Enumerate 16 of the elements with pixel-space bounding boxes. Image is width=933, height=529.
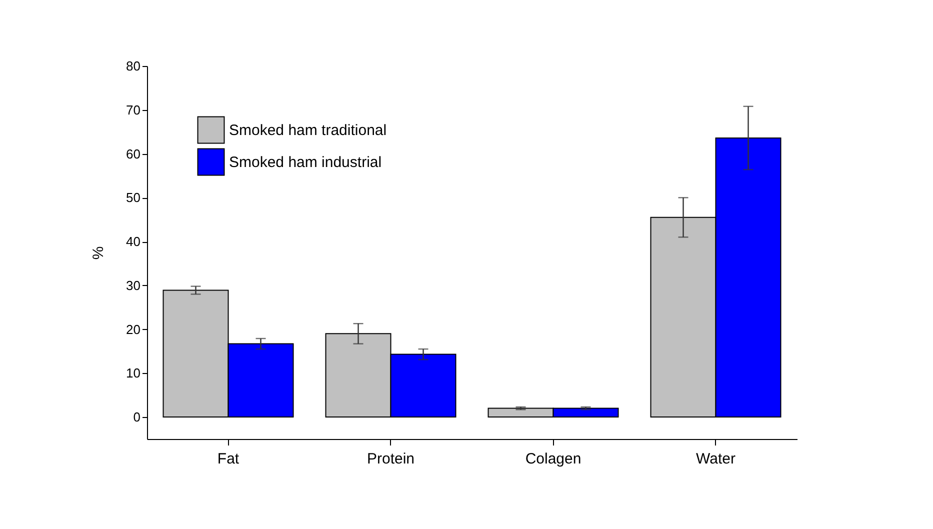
x-tick-label: Protein (366, 450, 415, 468)
legend-label: Smoked ham industrial (229, 154, 382, 171)
x-tick-label: Fat (217, 450, 240, 468)
y-axis-title: % (90, 246, 108, 260)
x-tick-label: Colagen (525, 450, 582, 468)
x-tick-label: Water (696, 450, 736, 468)
y-tick-label: 30 (126, 278, 140, 293)
y-tick-label: 0 (133, 410, 140, 425)
y-tick-label: 20 (126, 322, 140, 337)
y-tick-label: 50 (126, 190, 140, 206)
y-tick-label: 80 (126, 58, 140, 74)
y-tick-label: 70 (126, 102, 140, 118)
legend-label: Smoked ham traditional (229, 122, 387, 139)
y-tick-label: 40 (126, 234, 140, 250)
y-tick-label: 60 (126, 146, 140, 162)
y-tick-label: 10 (126, 366, 140, 381)
